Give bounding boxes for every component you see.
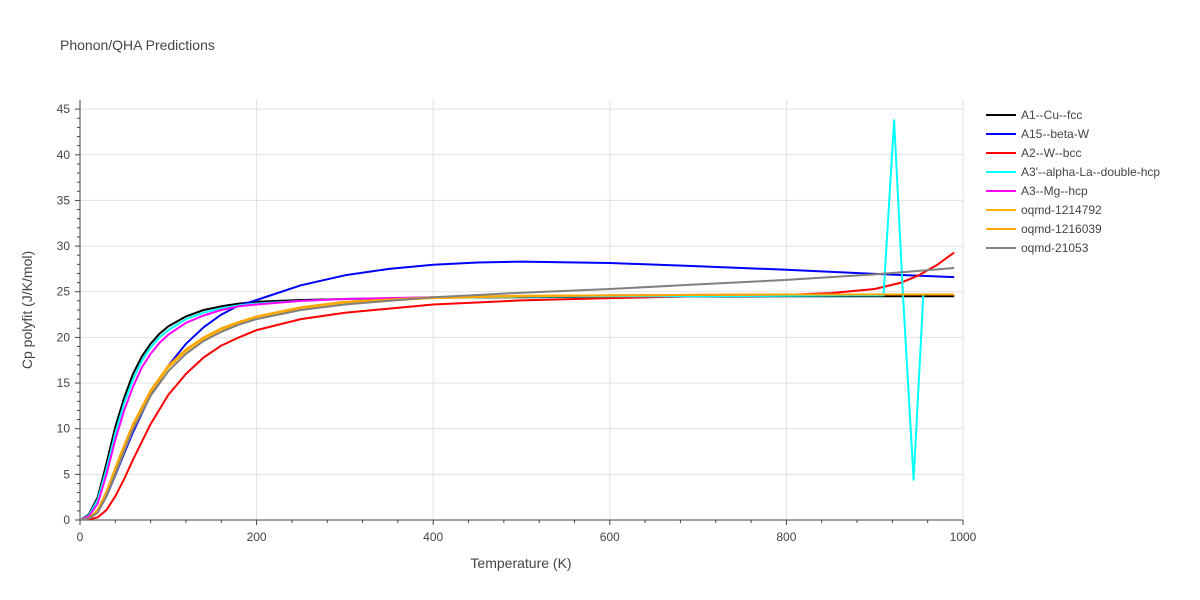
legend-label: A2--W--bcc xyxy=(1021,146,1081,160)
chart-title: Phonon/QHA Predictions xyxy=(60,37,215,53)
y-axis-title: Cp polyfit (J/K/mol) xyxy=(19,251,35,369)
legend-label: A3--Mg--hcp xyxy=(1021,184,1088,198)
x-axis-title: Temperature (K) xyxy=(470,555,571,571)
series-line-5 xyxy=(80,293,955,520)
y-tick-label: 0 xyxy=(63,513,70,527)
y-tick-label: 35 xyxy=(57,193,71,207)
y-tick-label: 40 xyxy=(57,148,71,162)
legend-label: A3'--alpha-La--double-hcp xyxy=(1021,165,1160,179)
y-tick-label: 30 xyxy=(57,239,71,253)
y-tick-label: 25 xyxy=(57,285,71,299)
y-tick-label: 45 xyxy=(57,102,71,116)
legend-label: oqmd-21053 xyxy=(1021,241,1089,255)
y-tick-label: 20 xyxy=(57,330,71,344)
series-line-4 xyxy=(80,293,955,520)
series-line-6 xyxy=(80,293,955,520)
y-tick-label: 15 xyxy=(57,376,71,390)
series-line-7 xyxy=(80,267,955,520)
series-line-0 xyxy=(80,295,955,520)
legend-label: A15--beta-W xyxy=(1021,127,1090,141)
x-tick-label: 200 xyxy=(247,530,267,544)
series-line-2 xyxy=(80,251,955,520)
x-tick-label: 1000 xyxy=(950,530,977,544)
x-tick-label: 800 xyxy=(776,530,796,544)
y-tick-label: 5 xyxy=(63,467,70,481)
legend: A1--Cu--fcc A15--beta-W A2--W--bcc A3'--alp… xyxy=(986,108,1160,255)
legend-label: oqmd-1216039 xyxy=(1021,222,1102,236)
axes: 0 5 10 15 20 25 30 35 40 45 0 200 400 600 800 1000 xyxy=(57,100,977,544)
x-tick-label: 0 xyxy=(77,530,84,544)
series-line-3 xyxy=(80,119,925,520)
x-tick-label: 600 xyxy=(600,530,620,544)
y-tick-label: 10 xyxy=(57,422,71,436)
plot-area xyxy=(80,119,955,520)
legend-label: A1--Cu--fcc xyxy=(1021,108,1082,122)
legend-label: oqmd-1214792 xyxy=(1021,203,1102,217)
x-tick-label: 400 xyxy=(423,530,443,544)
